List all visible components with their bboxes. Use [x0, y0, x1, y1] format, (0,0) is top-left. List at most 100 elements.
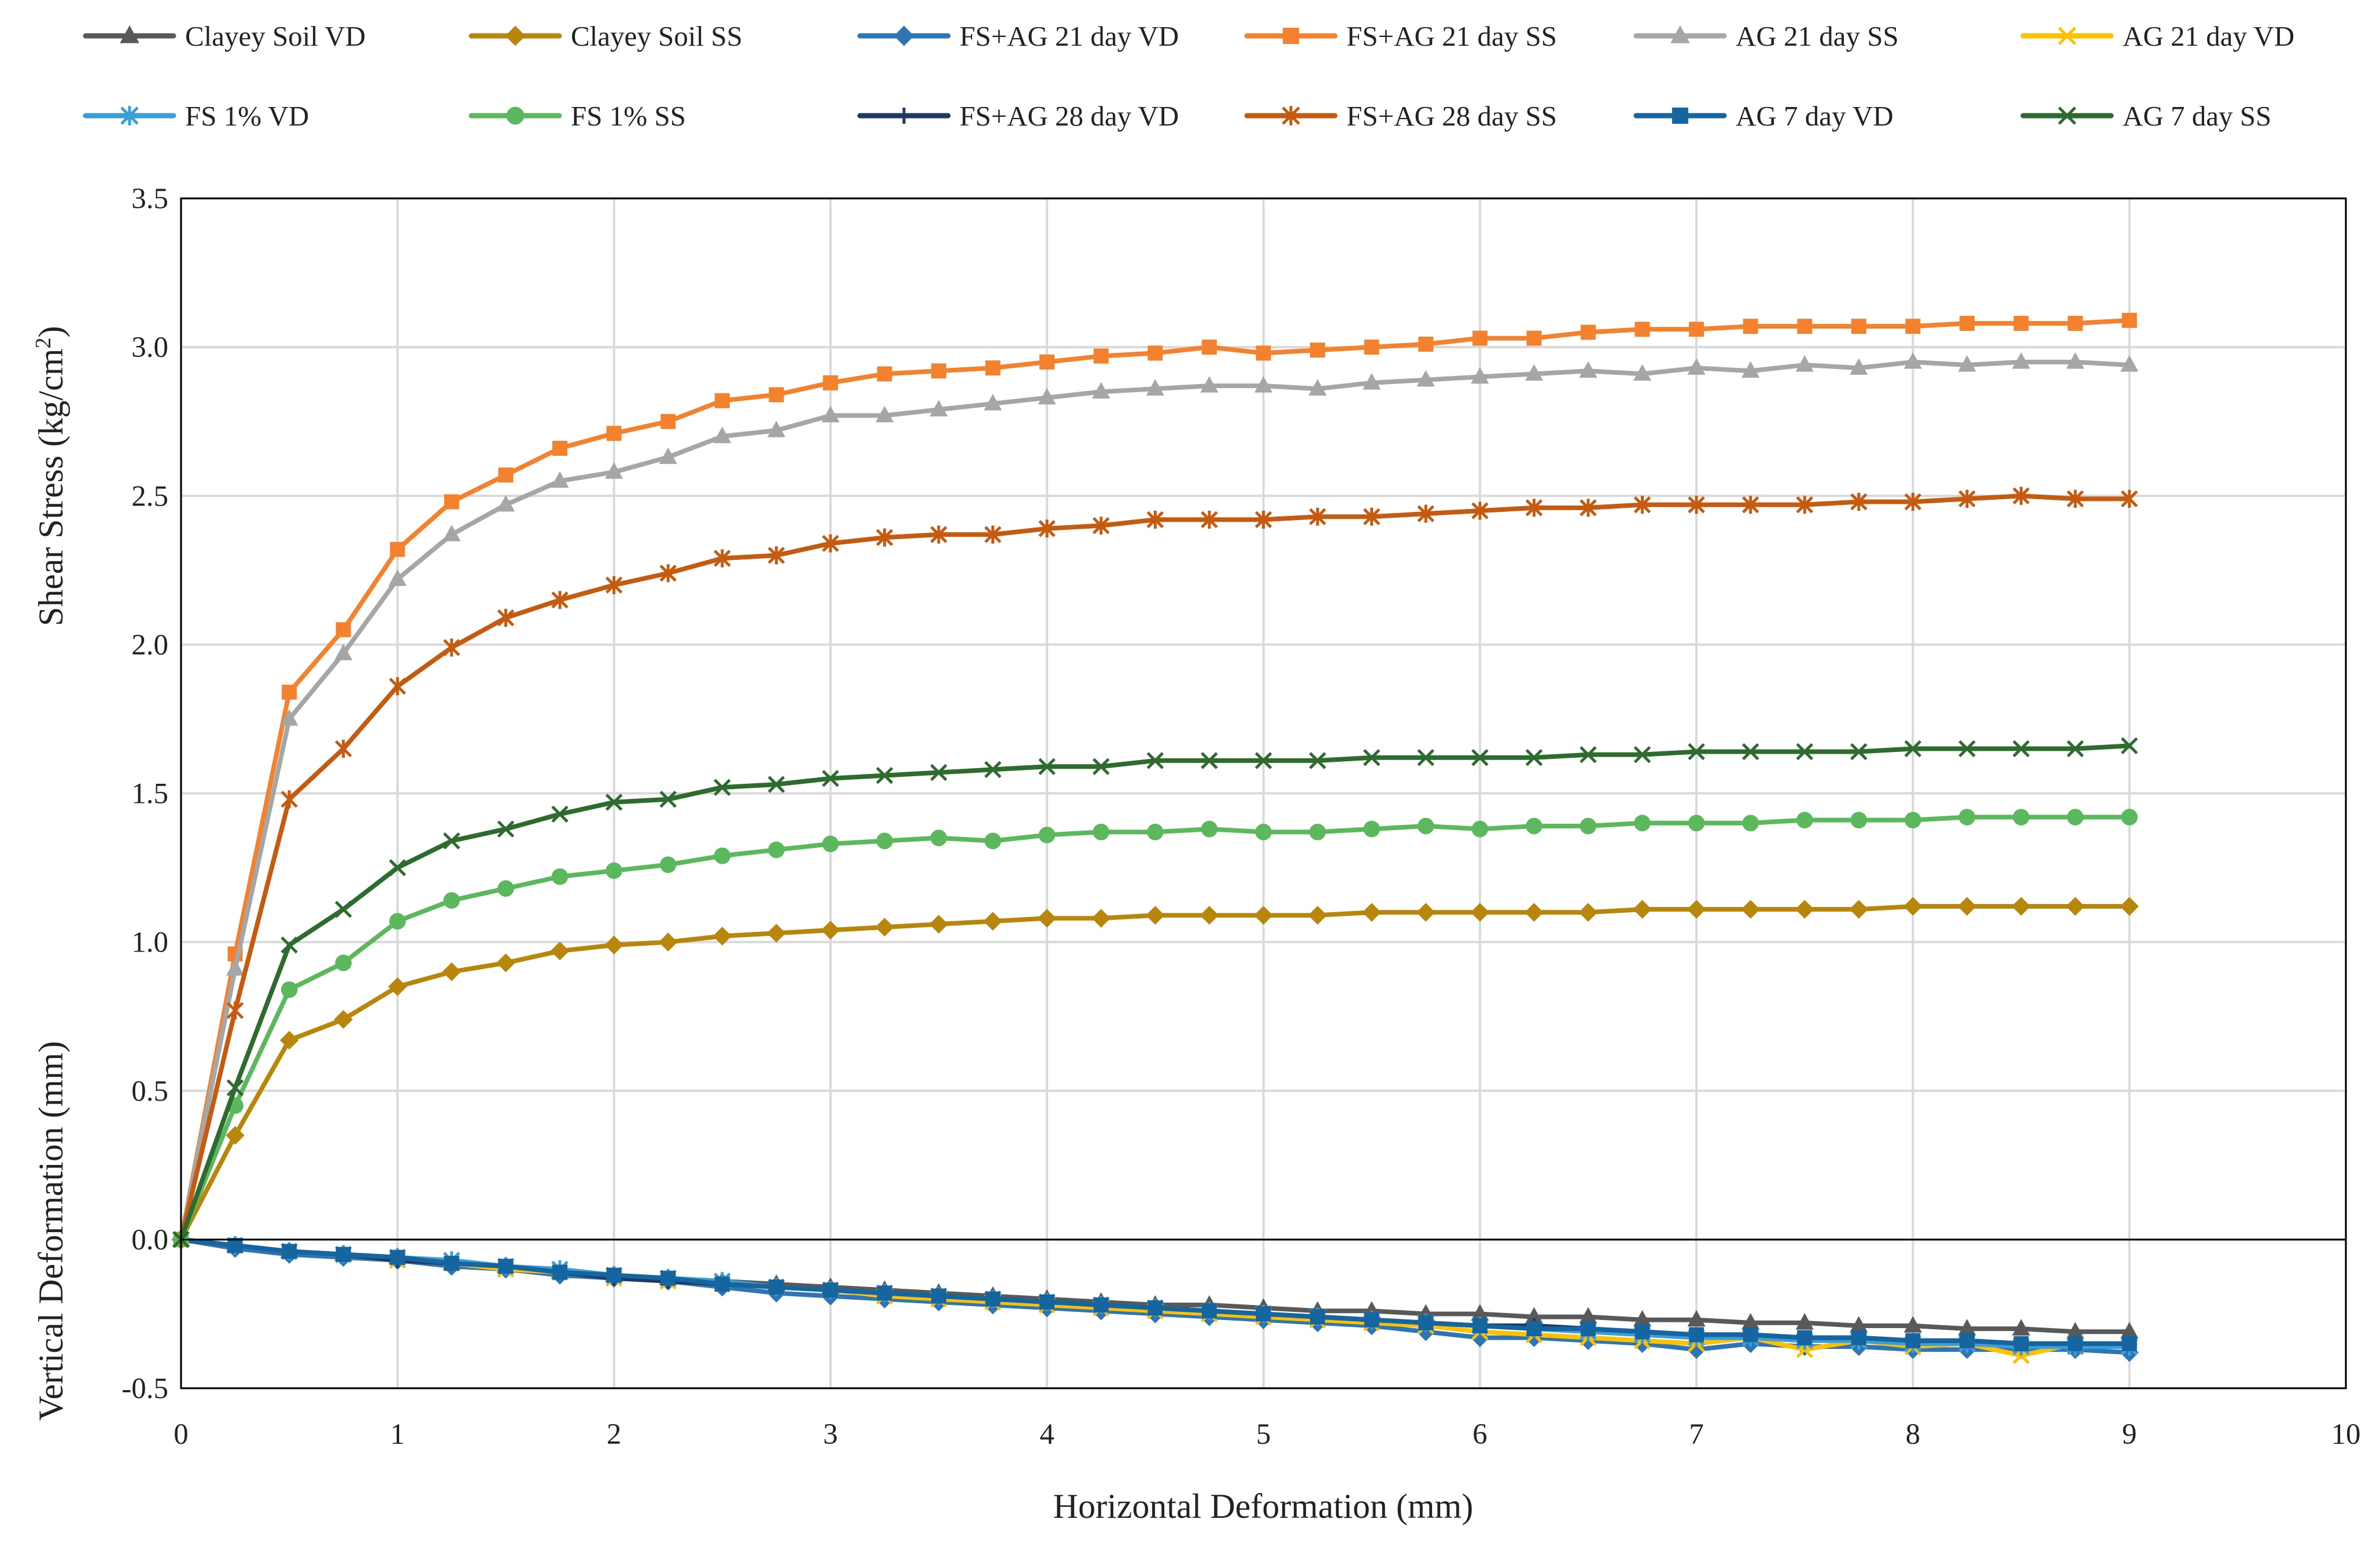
legend-label: FS+AG 28 day SS	[1346, 100, 1557, 132]
data-point-ag-7-day-ss	[1363, 749, 1381, 766]
data-point-fs-plus-ag-28-day-ss	[2120, 489, 2138, 508]
data-point-clayey-soil-ss	[1578, 902, 1598, 922]
data-point-ag-7-day-ss	[389, 859, 407, 876]
data-point-fs-1-pct-ss	[1147, 824, 1164, 840]
data-point-fs-plus-ag-28-day-ss	[334, 739, 352, 758]
data-point-fs-plus-ag-21-day-ss	[1147, 345, 1163, 361]
data-point-ag-7-day-ss	[1633, 746, 1651, 764]
data-point-clayey-soil-ss	[875, 917, 894, 937]
data-point-ag-21-day-ss	[1146, 379, 1164, 396]
data-point-ag-21-day-ss	[1525, 364, 1543, 381]
data-point-ag-21-day-ss	[1038, 388, 1056, 405]
data-point-ag-21-day-ss	[388, 569, 407, 586]
data-point-fs-plus-ag-28-day-ss	[876, 528, 894, 547]
data-point-fs-plus-ag-21-day-ss	[1526, 330, 1542, 346]
data-point-ag-7-day-vd	[606, 1267, 622, 1283]
data-point-clayey-soil-ss	[279, 1031, 299, 1050]
data-point-fs-plus-ag-28-day-ss	[1363, 507, 1381, 526]
legend-label: FS+AG 21 day SS	[1346, 20, 1557, 52]
data-point-fs-plus-ag-28-day-ss	[1201, 510, 1218, 529]
data-point-fs-1-pct-ss	[984, 832, 1001, 850]
legend-item-fs-plus-ag-28-day-ss: FS+AG 28 day SS	[1244, 100, 1557, 132]
series-ag-7-day-vd	[174, 1231, 2137, 1351]
data-point-fs-1-pct-ss	[1471, 820, 1489, 838]
y-tick-label: 0.0	[131, 1224, 168, 1256]
data-point-ag-7-day-vd	[1310, 1309, 1326, 1325]
data-point-ag-7-day-vd	[661, 1270, 676, 1286]
data-point-clayey-soil-ss	[1362, 902, 1381, 922]
data-point-clayey-soil-ss	[821, 920, 840, 940]
data-point-clayey-soil-ss	[1037, 909, 1057, 928]
data-point-clayey-soil-ss	[658, 932, 678, 952]
legend-item-ag-7-day-vd: AG 7 day VD	[1633, 100, 1894, 132]
data-point-fs-plus-ag-21-day-ss	[769, 387, 784, 403]
legend-label: Clayey Soil SS	[571, 20, 743, 52]
data-point-ag-7-day-ss	[1201, 752, 1218, 769]
data-point-fs-plus-ag-21-day-ss	[1634, 322, 1650, 337]
data-point-clayey-soil-ss	[1849, 899, 1869, 919]
data-point-ag-7-day-vd	[1418, 1315, 1434, 1330]
data-point-fs-plus-ag-28-day-ss	[605, 576, 623, 595]
data-point-ag-7-day-ss	[1146, 752, 1164, 769]
data-point-ag-7-day-vd	[444, 1256, 459, 1271]
data-point-fs-1-pct-ss	[335, 954, 352, 971]
data-point-fs-1-pct-ss	[1958, 809, 1976, 825]
data-point-ag-7-day-ss	[2120, 737, 2138, 754]
data-point-fs-plus-ag-21-day-ss	[1797, 319, 1813, 334]
data-point-fs-plus-ag-28-day-ss	[1741, 496, 1759, 514]
legend-label: AG 21 day VD	[2123, 20, 2294, 52]
data-point-fs-1-pct-ss	[876, 832, 893, 850]
data-point-fs-1-pct-ss	[1417, 817, 1434, 835]
data-point-fs-plus-ag-28-day-ss	[226, 1001, 244, 1020]
data-point-ag-7-day-vd	[1959, 1333, 1975, 1348]
data-point-clayey-soil-ss	[1146, 906, 1165, 925]
data-point-clayey-soil-ss	[2120, 897, 2139, 916]
data-point-ag-7-day-ss	[1958, 740, 1976, 758]
data-point-clayey-soil-vd	[1633, 1310, 1652, 1327]
data-point-clayey-soil-ss	[767, 923, 786, 943]
y-axis-ticks: -0.5 0.0 0.5 1.0 1.5 2.0 2.5 3.0 3.5	[121, 183, 168, 1405]
legend-swatch-marker	[896, 108, 912, 124]
series-ag-7-day-ss	[172, 737, 2138, 1248]
data-point-fs-1-pct-ss	[1093, 824, 1110, 840]
data-point-clayey-soil-vd	[2012, 1319, 2031, 1336]
data-point-ag-7-day-vd	[877, 1285, 892, 1301]
legend-swatch-marker	[2058, 106, 2076, 125]
data-point-ag-7-day-ss	[1471, 749, 1489, 766]
data-point-clayey-soil-vd	[1471, 1304, 1489, 1321]
x-tick-label: 1	[390, 1418, 405, 1451]
data-point-fs-plus-ag-28-day-ss	[1580, 499, 1597, 517]
legend-item-fs-plus-ag-21-day-ss: FS+AG 21 day SS	[1244, 20, 1557, 52]
data-series	[171, 312, 2139, 1365]
legend-item-fs-1-pct-vd: FS 1% VD	[83, 100, 309, 132]
legend: Clayey Soil VD Clayey Soil SS FS+AG 21 day…	[83, 20, 2294, 132]
data-point-fs-plus-ag-28-day-ss	[1146, 510, 1164, 529]
data-point-fs-plus-ag-28-day-ss	[389, 677, 407, 695]
data-point-ag-7-day-vd	[1039, 1294, 1055, 1310]
data-point-fs-plus-ag-28-day-ss	[1633, 496, 1651, 514]
data-point-fs-plus-ag-21-day-ss	[985, 360, 1001, 376]
x-tick-label: 7	[1689, 1418, 1704, 1451]
data-point-fs-plus-ag-28-day-ss	[1850, 492, 1868, 511]
legend-swatch-marker	[1672, 108, 1688, 124]
x-tick-label: 10	[2331, 1418, 2361, 1451]
data-point-fs-1-pct-ss	[1742, 814, 1759, 832]
data-point-fs-plus-ag-28-day-ss	[1309, 507, 1326, 526]
data-point-fs-plus-ag-21-day-ss	[1093, 348, 1109, 364]
data-point-clayey-soil-ss	[1200, 906, 1219, 925]
data-point-fs-plus-ag-28-day-ss	[1958, 489, 1976, 508]
data-point-ag-7-day-ss	[1850, 743, 1868, 761]
plot-frame	[180, 197, 2347, 1389]
series-ag-21-day-ss	[172, 352, 2139, 1247]
data-point-clayey-soil-ss	[1741, 899, 1760, 919]
y-tick-label: 2.5	[131, 480, 168, 512]
data-point-clayey-soil-ss	[334, 1010, 353, 1029]
data-point-ag-21-day-ss	[1741, 361, 1760, 378]
legend-label: AG 7 day VD	[1736, 100, 1894, 132]
data-point-fs-1-pct-ss	[1526, 817, 1543, 835]
data-point-ag-7-day-ss	[767, 776, 785, 793]
data-point-ag-7-day-vd	[390, 1249, 405, 1265]
y-tick-label: 2.0	[131, 629, 168, 661]
data-point-ag-21-day-ss	[496, 495, 515, 512]
data-point-ag-7-day-vd	[985, 1291, 1001, 1307]
